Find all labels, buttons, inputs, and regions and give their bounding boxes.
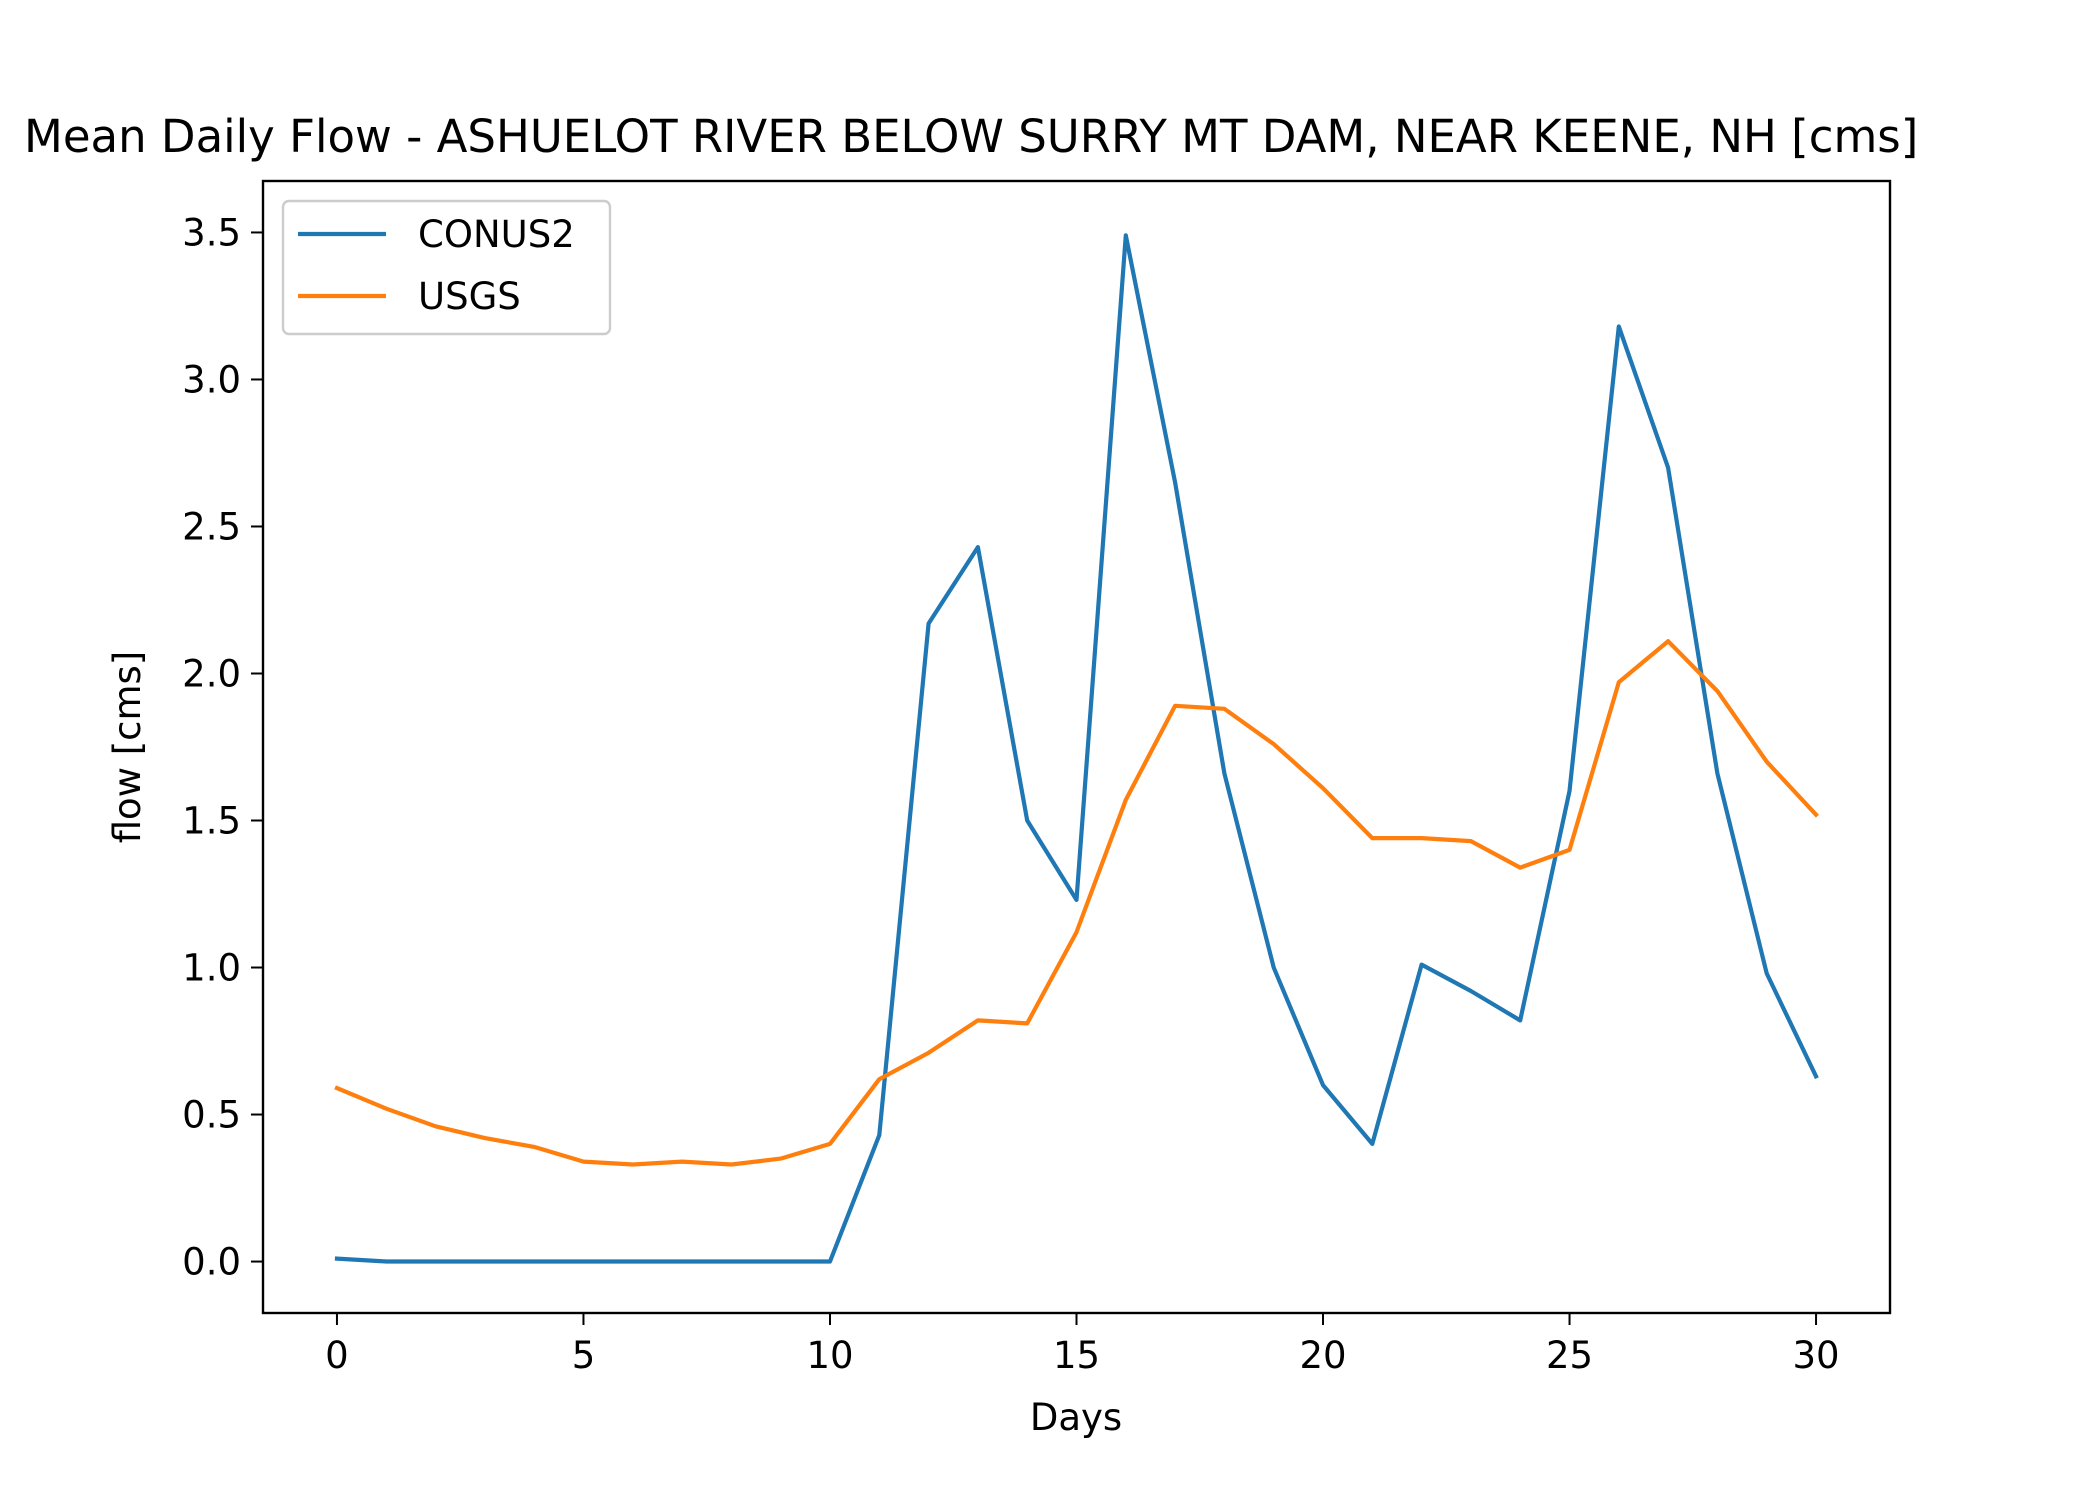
x-axis-label: Days [1030, 1396, 1122, 1439]
series-line-usgs [334, 639, 1819, 1167]
x-tick-label: 20 [1299, 1334, 1346, 1377]
y-tick-label: 3.0 [182, 358, 241, 401]
y-tick-label: 1.0 [182, 947, 241, 990]
y-tick-label: 2.0 [182, 652, 241, 695]
y-tick-label: 0.0 [182, 1241, 241, 1284]
plot-area [334, 233, 1819, 1264]
x-tick-label: 10 [806, 1334, 853, 1377]
y-tick-label: 3.5 [182, 211, 241, 254]
x-tick-label: 0 [325, 1334, 349, 1377]
chart-title: Mean Daily Flow - ASHUELOT RIVER BELOW S… [24, 110, 1918, 163]
legend: CONUS2 USGS [281, 199, 612, 336]
x-tick-label: 5 [572, 1334, 596, 1377]
x-tick-label: 15 [1053, 1334, 1100, 1377]
y-axis-label: flow [cms] [106, 651, 149, 844]
x-tick-label: 30 [1792, 1334, 1839, 1377]
y-tick-label: 0.5 [182, 1094, 241, 1137]
y-tick-label: 2.5 [182, 505, 241, 548]
legend-label-conus2: CONUS2 [418, 213, 575, 256]
y-axis: 0.0 0.5 1.0 1.5 2.0 2.5 3.0 3.5 [182, 211, 263, 1284]
legend-label-usgs: USGS [418, 275, 521, 318]
series-line-conus2 [334, 233, 1819, 1264]
y-tick-label: 1.5 [182, 800, 241, 843]
x-tick-label: 25 [1546, 1334, 1593, 1377]
x-axis: 0 5 10 15 20 25 30 [325, 1313, 1840, 1377]
